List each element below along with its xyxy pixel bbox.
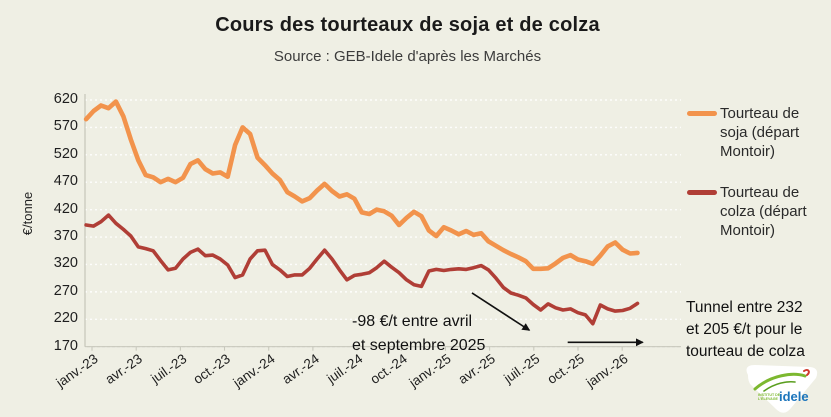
axes xyxy=(84,94,681,351)
y-tick-label: 170 xyxy=(53,337,78,354)
y-tick-label: 520 xyxy=(53,145,78,162)
logo-tagline: INSTITUT DE L'ÉLEVAGE xyxy=(758,393,781,401)
series-lines xyxy=(83,99,640,326)
y-tick-label: 370 xyxy=(53,228,78,245)
logo-swoosh-icon xyxy=(753,372,807,391)
legend-label: Tourteau de soja (départ Montoir) xyxy=(720,105,800,160)
annotation-line: -98 €/t entre avril xyxy=(352,313,473,330)
drop-arrow xyxy=(471,292,531,331)
annotation-tunnel-text: Tunnel entre 232 et 205 €/t pour le tourte… xyxy=(686,297,805,363)
annotation-drop-text: -98 €/t entre avril et septembre 2025 xyxy=(352,310,485,358)
y-tick-label: 570 xyxy=(53,118,78,135)
legend-swatch-colza xyxy=(687,190,717,195)
legend-item-colza: Tourteau de colza (départ Montoir) xyxy=(687,183,816,240)
legend-label: Tourteau de colza (départ Montoir) xyxy=(720,184,807,239)
annotation-line: et septembre 2025 xyxy=(352,337,486,354)
annotation-line: et 205 €/t pour le xyxy=(686,321,803,338)
y-tick-label: 220 xyxy=(53,310,78,327)
logo-swoosh2-icon xyxy=(763,380,796,392)
legend-swatch-soja xyxy=(687,111,717,116)
y-tick-label: 420 xyxy=(53,200,78,217)
chart-title: Cours des tourteaux de soja et de colza xyxy=(215,14,600,36)
logo-pick-shape xyxy=(746,365,818,413)
logo-brand-text: idele xyxy=(779,389,809,404)
y-tick-label: 470 xyxy=(53,173,78,190)
annotation-arrows xyxy=(471,292,644,347)
colza-line xyxy=(84,213,640,326)
y-tick-label: 320 xyxy=(53,255,78,272)
y-tick-label: 620 xyxy=(53,91,78,107)
y-tick-label: 270 xyxy=(53,282,78,299)
annotation-line: Tunnel entre 232 xyxy=(686,299,803,316)
legend-item-soja: Tourteau de soja (départ Montoir) xyxy=(687,104,816,161)
idele-logo: INSTITUT DE L'ÉLEVAGE idele xyxy=(746,365,818,413)
chart-source-subtitle: Source : GEB-Idele d'après les Marchés xyxy=(273,48,542,65)
logo-flag-icon xyxy=(803,368,810,376)
annotation-line: tourteau de colza xyxy=(686,343,805,360)
soja-line xyxy=(83,99,640,272)
